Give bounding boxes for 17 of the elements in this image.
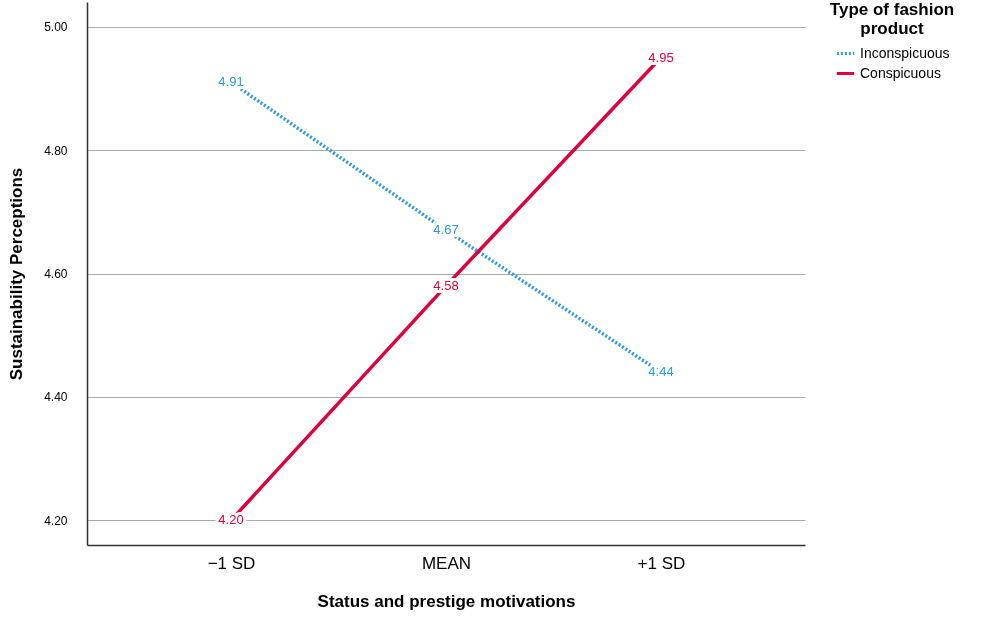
y-tick-label: 4.20 bbox=[44, 513, 68, 528]
data-label: 4.95 bbox=[648, 49, 674, 65]
legend-label: Inconspicuous bbox=[860, 44, 950, 61]
data-label: 4.44 bbox=[648, 364, 674, 380]
y-tick-label: 5.00 bbox=[44, 20, 68, 35]
y-tick-label: 4.80 bbox=[44, 143, 68, 158]
x-axis-title: Status and prestige motivations bbox=[317, 591, 576, 611]
x-tick-label: +1 SD bbox=[637, 553, 686, 573]
y-tick-label: 4.40 bbox=[44, 390, 68, 405]
x-tick-label: −1 SD bbox=[207, 553, 256, 573]
y-axis-title: Sustainability Perceptions bbox=[7, 167, 27, 381]
data-label: 4.91 bbox=[218, 74, 244, 90]
legend-title: Type of fashion product bbox=[829, 0, 955, 38]
legend-label: Conspicuous bbox=[860, 64, 941, 81]
y-tick-label: 4.60 bbox=[44, 267, 68, 281]
data-label: 4.20 bbox=[218, 512, 244, 528]
x-tick-label: MEAN bbox=[421, 553, 472, 573]
